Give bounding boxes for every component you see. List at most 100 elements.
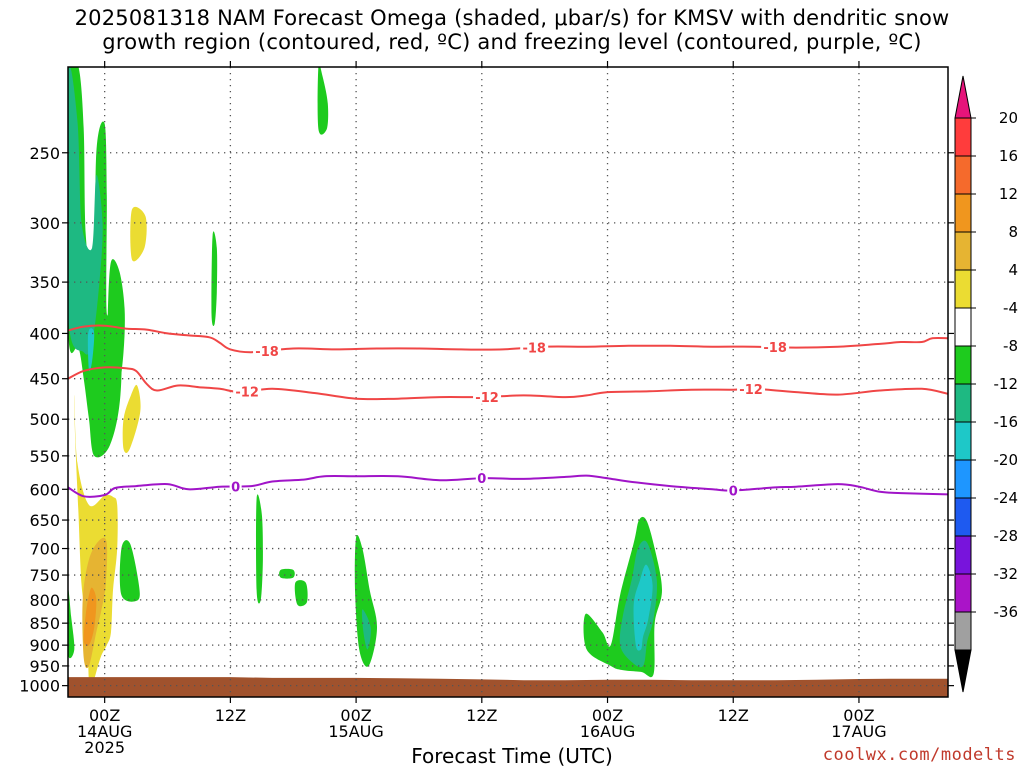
chart-title-line-1: 2025081318 NAM Forecast Omega (shaded, μ… — [74, 6, 950, 30]
colorbar-label--12: -12 — [994, 375, 1019, 393]
colorbar-label--4: -4 — [1003, 299, 1018, 317]
colorbar-label--8: -8 — [1003, 337, 1018, 355]
colorbar-swatch-8 — [954, 421, 972, 461]
contour-label-bg-0-0 — [229, 479, 242, 494]
y-tick-label-300: 300 — [29, 214, 60, 233]
x-tick-label-48: 00Z — [592, 706, 623, 725]
colorbar-label--20: -20 — [994, 451, 1019, 469]
x-tick-date-72: 17AUG — [831, 722, 886, 741]
plot-frame — [67, 66, 949, 698]
colorbar-label-12: 12 — [999, 185, 1018, 203]
chart-title-line-2: growth region (contoured, red, ºC) and f… — [102, 30, 922, 54]
colorbar-label--36: -36 — [994, 603, 1019, 621]
x-tick-label-0: 00Z — [89, 706, 120, 725]
contour-label-bg-0-1 — [475, 471, 488, 486]
colorbar-label-8: 8 — [1008, 223, 1018, 241]
colorbar: 20 16 12 8 4 -4 -8 -12 -16 -20 -24 -28 -32 -36 — [954, 75, 1019, 693]
y-tick-label-950: 950 — [29, 657, 60, 676]
x-tick-date-24: 15AUG — [328, 722, 383, 741]
omega-region--12-15 — [633, 564, 653, 651]
omega-region--4-6 — [211, 231, 218, 326]
contour-label--18-1: -18 — [522, 341, 546, 356]
colorbar-label--32: -32 — [994, 565, 1019, 583]
x-tick-label-12: 12Z — [215, 706, 246, 725]
colorbar-swatch-1 — [954, 155, 972, 195]
omega-region--4-7 — [255, 494, 263, 604]
colorbar-swatch-12 — [954, 573, 972, 613]
contour-label--18-2: -18 — [763, 341, 787, 356]
y-tick-label-600: 600 — [29, 480, 60, 499]
x-tick-date-0: 14AUG — [77, 722, 132, 741]
omega-shading — [68, 67, 662, 689]
x-tick-date-48: 16AUG — [580, 722, 635, 741]
y-tick-label-350: 350 — [29, 273, 60, 292]
y-axis: 250 300 350 400 450 500 550 600 650 700 750 800 850 9… — [19, 144, 954, 696]
omega-positive-region-4-2 — [122, 384, 141, 453]
contour-label-bg-0-2 — [727, 483, 740, 498]
omega-region--8-12 — [361, 609, 371, 650]
omega-region--4-11 — [354, 534, 378, 667]
colorbar-swatch-10 — [954, 497, 972, 537]
colorbar-swatch-6 — [954, 345, 972, 385]
colorbar-swatch-0 — [954, 117, 972, 157]
contour-label--18-0: -18 — [255, 345, 279, 360]
x-tick-label-72: 00Z — [843, 706, 874, 725]
y-tick-label-700: 700 — [29, 540, 60, 559]
contour-label-bg--12-0 — [233, 384, 262, 399]
contour-label--12-0: -12 — [235, 385, 259, 400]
y-tick-label-250: 250 — [29, 144, 60, 163]
y-tick-label-500: 500 — [29, 410, 60, 429]
contour-line--18 — [68, 324, 948, 354]
contour-label--12-2: -12 — [739, 383, 763, 398]
omega-region--4-5 — [119, 540, 140, 602]
credit-link[interactable]: coolwx.com/modelts — [822, 745, 1016, 765]
colorbar-swatch-7 — [954, 383, 972, 423]
omega-region--12-2 — [87, 328, 95, 372]
omega-region--4-10 — [294, 580, 308, 607]
y-tick-label-650: 650 — [29, 511, 60, 530]
x-axis-title: Forecast Time (UTC) — [411, 744, 613, 768]
y-tick-label-900: 900 — [29, 636, 60, 655]
colorbar-swatch-3 — [954, 231, 972, 271]
terrain-surface — [68, 677, 948, 697]
omega-region--4-9 — [279, 568, 295, 579]
omega-region--4-3 — [68, 589, 75, 659]
contour-label--12-1: -12 — [475, 391, 499, 406]
omega-positive-region-4-0 — [74, 395, 118, 689]
colorbar-label-16: 16 — [999, 147, 1018, 165]
y-tick-label-1000: 1000 — [19, 677, 60, 696]
colorbar-label--28: -28 — [994, 527, 1019, 545]
colorbar-swatch-13 — [954, 611, 972, 651]
colorbar-label--24: -24 — [994, 489, 1019, 507]
x-tick-label-36: 12Z — [466, 706, 497, 725]
y-tick-label-800: 800 — [29, 591, 60, 610]
colorbar-label-4: 4 — [1008, 261, 1018, 279]
colorbar-swatch-4 — [954, 269, 972, 309]
colorbar-bottom-arrow — [954, 649, 972, 693]
omega-positive-region-4-1 — [130, 206, 147, 262]
colorbar-label--16: -16 — [994, 413, 1019, 431]
contour-label-0-2: 0 — [729, 485, 738, 500]
omega-region--4-8 — [317, 67, 329, 135]
omega-region--8-1 — [68, 67, 103, 355]
y-tick-label-400: 400 — [29, 324, 60, 343]
x-tick-label-60: 12Z — [718, 706, 749, 725]
y-tick-label-450: 450 — [29, 370, 60, 389]
chart-title: 2025081318 NAM Forecast Omega (shaded, μ… — [0, 6, 1024, 54]
contour-label-bg--12-1 — [473, 389, 502, 404]
contour-label-bg--18-2 — [761, 340, 790, 355]
contour-label-0-0: 0 — [231, 480, 240, 495]
plot-background — [68, 67, 948, 697]
contour-label-bg--18-1 — [520, 340, 549, 355]
colorbar-swatch-9 — [954, 459, 972, 499]
x-tick-year-0: 2025 — [84, 738, 125, 757]
omega-region--4-4 — [107, 259, 125, 406]
x-tick-label-24: 00Z — [340, 706, 371, 725]
colorbar-swatch-5 — [954, 307, 972, 347]
contour-label-bg--18-0 — [253, 343, 282, 358]
colorbar-swatch-11 — [954, 535, 972, 575]
y-tick-label-750: 750 — [29, 566, 60, 585]
y-tick-label-850: 850 — [29, 614, 60, 633]
